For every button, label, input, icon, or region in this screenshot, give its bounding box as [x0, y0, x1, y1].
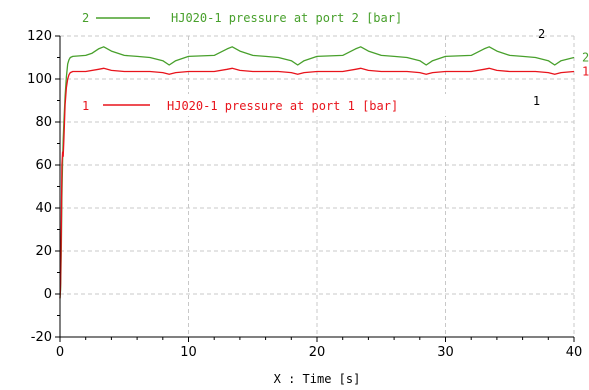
- legend-id-2: 2: [82, 11, 89, 25]
- series-end-label-1: 1: [582, 64, 589, 78]
- y-tick-label: 100: [27, 72, 52, 87]
- y-tick-label: 60: [35, 158, 52, 173]
- y-tick-label: 120: [27, 29, 52, 44]
- x-tick-label: 40: [566, 345, 583, 360]
- legend-label-2: HJ020-1 pressure at port 2 [bar]: [171, 11, 402, 25]
- series-line-2: [59, 46, 575, 299]
- x-tick-label: 20: [309, 345, 326, 360]
- annotation-1: 1: [533, 94, 540, 108]
- y-tick-label: 80: [35, 115, 52, 130]
- legend-id-1: 1: [82, 99, 89, 113]
- grid: [60, 35, 575, 337]
- series-line-1: [59, 67, 575, 299]
- legend-bg-1: [72, 94, 482, 116]
- annotations: 21: [533, 27, 545, 108]
- ticks: -20 0 20 40 60 80 100 120 0 10 20 30 40: [27, 29, 582, 360]
- y-tick-label: -20: [31, 330, 52, 345]
- x-tick-label: 10: [180, 345, 197, 360]
- x-tick-label: 0: [56, 345, 64, 360]
- y-tick-label: 0: [44, 287, 52, 302]
- x-tick-label: 30: [437, 345, 454, 360]
- y-tick-label: 20: [35, 244, 52, 259]
- legend: 2 HJ020-1 pressure at port 2 [bar] 1 HJ0…: [72, 11, 482, 116]
- annotation-2: 2: [538, 27, 545, 41]
- legend-label-1: HJ020-1 pressure at port 1 [bar]: [167, 99, 398, 113]
- x-axis-title: X : Time [s]: [274, 372, 361, 386]
- series-end-label-2: 2: [582, 51, 589, 65]
- series-layer: 21: [59, 46, 589, 299]
- y-tick-label: 40: [35, 201, 52, 216]
